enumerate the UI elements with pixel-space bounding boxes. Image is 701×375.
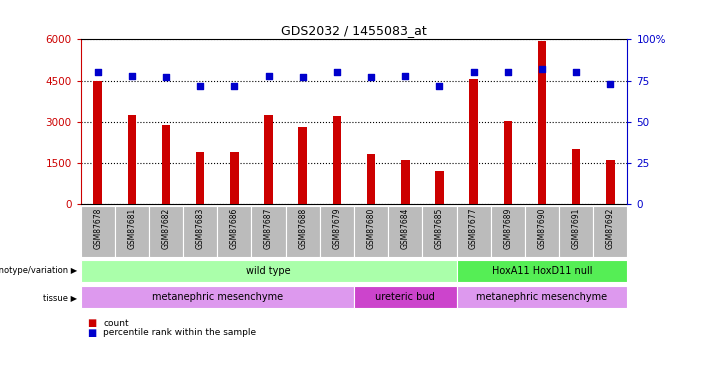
Text: GSM87678: GSM87678 — [93, 208, 102, 249]
Point — [605, 81, 616, 87]
Point — [468, 69, 479, 75]
Point — [434, 82, 445, 88]
Bar — [230, 152, 238, 204]
Bar — [81, 260, 456, 282]
Point — [126, 73, 137, 79]
Bar — [81, 206, 115, 257]
Bar — [299, 128, 307, 204]
Bar — [196, 152, 205, 204]
Point — [536, 66, 547, 72]
Bar — [401, 160, 409, 204]
Bar — [183, 206, 217, 257]
Text: GSM87684: GSM87684 — [401, 208, 410, 249]
Text: GSM87679: GSM87679 — [332, 208, 341, 249]
Text: GSM87682: GSM87682 — [161, 208, 170, 249]
Text: HoxA11 HoxD11 null: HoxA11 HoxD11 null — [491, 266, 592, 276]
Point — [92, 69, 103, 75]
Text: metanephric mesenchyme: metanephric mesenchyme — [151, 292, 283, 302]
Text: GSM87690: GSM87690 — [538, 208, 547, 249]
Bar — [354, 286, 456, 308]
Bar — [93, 81, 102, 204]
Text: GSM87686: GSM87686 — [230, 208, 239, 249]
Bar — [422, 206, 456, 257]
Text: GSM87687: GSM87687 — [264, 208, 273, 249]
Bar — [559, 206, 593, 257]
Text: metanephric mesenchyme: metanephric mesenchyme — [477, 292, 608, 302]
Text: GSM87681: GSM87681 — [128, 208, 137, 249]
Point — [297, 74, 308, 80]
Text: percentile rank within the sample: percentile rank within the sample — [103, 328, 256, 337]
Bar — [367, 153, 375, 204]
Text: genotype/variation ▶: genotype/variation ▶ — [0, 266, 77, 275]
Text: GSM87677: GSM87677 — [469, 208, 478, 249]
Bar — [470, 79, 478, 204]
Bar — [81, 286, 354, 308]
Point — [365, 74, 376, 80]
Point — [161, 74, 172, 80]
Text: tissue ▶: tissue ▶ — [43, 292, 77, 302]
Bar — [538, 41, 546, 204]
Bar — [491, 206, 525, 257]
Text: ureteric bud: ureteric bud — [376, 292, 435, 302]
Bar — [264, 115, 273, 204]
Text: wild type: wild type — [246, 266, 291, 276]
Bar — [525, 206, 559, 257]
Bar — [162, 124, 170, 204]
Bar — [354, 206, 388, 257]
Bar — [286, 206, 320, 257]
Point — [571, 69, 582, 75]
Point — [263, 73, 274, 79]
Bar — [572, 149, 580, 204]
Text: GSM87680: GSM87680 — [367, 208, 376, 249]
Bar — [593, 206, 627, 257]
Bar — [388, 206, 422, 257]
Text: GSM87689: GSM87689 — [503, 208, 512, 249]
Bar — [456, 286, 627, 308]
Point — [400, 73, 411, 79]
Bar — [320, 206, 354, 257]
Bar — [456, 206, 491, 257]
Text: count: count — [103, 319, 129, 328]
Bar — [435, 171, 444, 204]
Point — [229, 82, 240, 88]
Title: GDS2032 / 1455083_at: GDS2032 / 1455083_at — [281, 24, 427, 37]
Bar — [456, 260, 627, 282]
Point — [502, 69, 513, 75]
Bar — [217, 206, 252, 257]
Bar — [252, 206, 286, 257]
Text: GSM87691: GSM87691 — [571, 208, 580, 249]
Text: GSM87683: GSM87683 — [196, 208, 205, 249]
Bar — [503, 120, 512, 204]
Bar — [128, 115, 136, 204]
Bar — [333, 116, 341, 204]
Text: ■: ■ — [88, 328, 97, 338]
Text: GSM87692: GSM87692 — [606, 208, 615, 249]
Text: GSM87685: GSM87685 — [435, 208, 444, 249]
Bar — [606, 160, 615, 204]
Point — [332, 69, 343, 75]
Text: GSM87688: GSM87688 — [298, 208, 307, 249]
Text: ■: ■ — [88, 318, 97, 328]
Bar — [149, 206, 183, 257]
Bar — [115, 206, 149, 257]
Point — [195, 82, 206, 88]
